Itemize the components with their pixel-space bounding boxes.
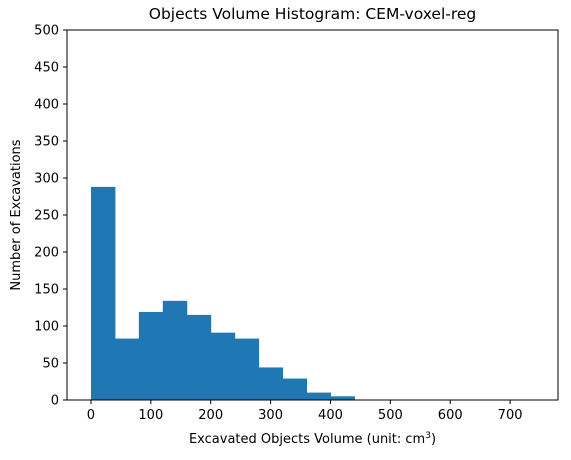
x-axis-label-text: Excavated Objects Volume (unit: cm	[189, 432, 425, 447]
histogram-bar	[138, 311, 164, 400]
x-tick-label: 500	[378, 408, 403, 423]
x-axis-label: Excavated Objects Volume (unit: cm3)	[189, 431, 436, 447]
x-tick-label: 400	[318, 408, 343, 423]
y-tick-label: 300	[34, 172, 59, 187]
x-tick-label: 300	[258, 408, 283, 423]
x-tick-label: 0	[87, 408, 95, 423]
y-tick-label: 350	[34, 135, 59, 150]
y-tick-label: 200	[34, 246, 59, 261]
x-tick-label: 100	[138, 408, 163, 423]
x-tick-label: 700	[498, 408, 523, 423]
histogram-bar	[282, 378, 308, 400]
x-tick-label: 600	[438, 408, 463, 423]
x-axis-ticks: 0 100 200 300 400 500 600 700	[87, 400, 523, 423]
y-tick-label: 100	[34, 320, 59, 335]
histogram-bars	[90, 186, 355, 400]
y-tick-label: 0	[51, 394, 59, 409]
y-tick-label: 400	[34, 98, 59, 113]
y-axis-label: Number of Excavations	[9, 139, 24, 290]
x-tick-label: 200	[198, 408, 223, 423]
chart-title: Objects Volume Histogram: CEM-voxel-reg	[149, 5, 477, 23]
histogram-bar	[186, 314, 212, 400]
x-axis-label-superscript: 3	[425, 431, 431, 441]
histogram-bar	[258, 367, 284, 400]
x-axis-label-close: )	[431, 432, 436, 447]
histogram-bar	[330, 396, 355, 400]
histogram-bar	[210, 332, 236, 400]
y-tick-label: 150	[34, 283, 59, 298]
y-axis-ticks: 0 50 100 150 200 250 300 350 400 450 500	[34, 24, 67, 409]
y-tick-label: 250	[34, 209, 59, 224]
histogram-bar	[234, 338, 260, 400]
histogram-bar	[90, 186, 116, 400]
histogram-bar	[114, 338, 140, 400]
histogram-bar	[306, 392, 331, 400]
y-tick-label: 450	[34, 61, 59, 76]
histogram-bar	[162, 300, 188, 400]
y-tick-label: 500	[34, 24, 59, 39]
y-tick-label: 50	[42, 357, 59, 372]
